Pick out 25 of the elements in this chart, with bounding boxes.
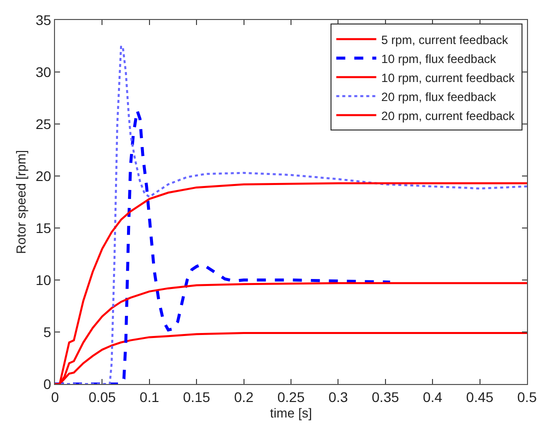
y-tick-label: 35 xyxy=(36,12,52,28)
x-tick-label: 0.3 xyxy=(328,388,348,405)
y-tick-label: 0 xyxy=(43,376,52,392)
y-tick-label: 25 xyxy=(36,116,52,132)
x-axis-title: time [s] xyxy=(270,405,312,420)
legend-label: 10 rpm, flux feedback xyxy=(381,52,498,66)
y-tick-label: 5 xyxy=(43,324,52,340)
x-tick-label: 0.35 xyxy=(372,388,400,405)
x-tick-label: 0.25 xyxy=(277,388,305,405)
x-tick-label: 0.15 xyxy=(182,388,210,405)
legend-label: 10 rpm, current feedback xyxy=(381,70,516,85)
y-tick-label: 30 xyxy=(36,64,52,80)
legend-label: 20 rpm, current feedback xyxy=(381,108,516,123)
x-tick-label: 0.2 xyxy=(234,388,254,405)
y-tick-label: 20 xyxy=(36,168,52,184)
x-tick-label: 0.4 xyxy=(422,388,443,405)
y-tick-label: 15 xyxy=(36,220,52,236)
legend-label: 20 rpm, flux feedback xyxy=(381,90,498,104)
legend-label: 5 rpm, current feedback xyxy=(381,32,510,47)
y-tick-label: 10 xyxy=(36,272,52,288)
x-tick-label: 0.5 xyxy=(517,388,537,405)
x-tick-label: 0.05 xyxy=(88,388,116,405)
x-tick-label: 0.1 xyxy=(140,388,160,405)
y-axis-title: Rotor speed [rpm] xyxy=(14,150,29,254)
x-tick-label: 0.45 xyxy=(466,388,494,405)
